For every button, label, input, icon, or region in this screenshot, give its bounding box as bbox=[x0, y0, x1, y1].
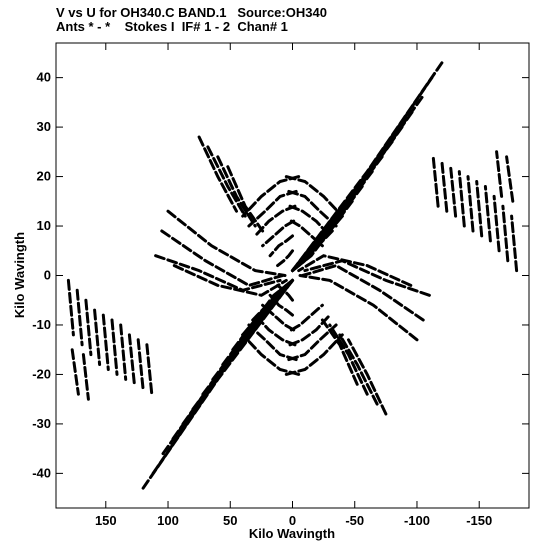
uv-track-29 bbox=[110, 318, 119, 376]
y-tick-label: -10 bbox=[32, 317, 51, 332]
uv-track-33 bbox=[145, 343, 154, 396]
uv-track-49 bbox=[160, 229, 284, 288]
y-tick-label: -20 bbox=[32, 366, 51, 381]
uv-track-27 bbox=[93, 308, 102, 366]
uv-track-61 bbox=[276, 249, 294, 268]
x-axis-title: Kilo Wavingth bbox=[249, 526, 335, 541]
uv-track-74 bbox=[268, 293, 294, 317]
uv-track-51 bbox=[172, 264, 288, 297]
uv-track-55 bbox=[297, 254, 413, 287]
uv-track-60 bbox=[268, 234, 294, 258]
uv-track-35 bbox=[81, 353, 90, 401]
uv-track-65 bbox=[289, 219, 324, 248]
uv-track-39 bbox=[483, 185, 492, 243]
uv-track-82 bbox=[328, 323, 369, 396]
uv-track-44 bbox=[440, 160, 449, 213]
uv-track-75 bbox=[276, 283, 294, 302]
uv-track-66 bbox=[284, 333, 344, 376]
uv-track-28 bbox=[101, 313, 110, 371]
uv-track-73 bbox=[261, 303, 296, 332]
y-tick-label: 20 bbox=[37, 169, 51, 184]
uv-track-63 bbox=[287, 189, 338, 228]
uv-track-79 bbox=[226, 165, 265, 233]
x-tick-label: 0 bbox=[289, 513, 296, 528]
uv-track-48 bbox=[154, 254, 282, 292]
uv-track-53 bbox=[301, 263, 425, 322]
x-tick-label: 50 bbox=[223, 513, 237, 528]
chart-title-line1: V vs U for OH340.C BAND.1 Source:OH340 bbox=[56, 5, 327, 20]
uv-track-11 bbox=[291, 229, 334, 273]
uv-track-26 bbox=[84, 298, 93, 357]
x-tick-label: -150 bbox=[466, 513, 492, 528]
x-axis-ticks: 150 100 50 0 -50 -100 -150 bbox=[95, 43, 492, 528]
y-tick-label: -30 bbox=[32, 416, 51, 431]
uv-track-37 bbox=[501, 204, 510, 263]
uv-track-57 bbox=[247, 189, 298, 228]
y-tick-label: 10 bbox=[37, 218, 51, 233]
uv-track-45 bbox=[431, 155, 440, 208]
uv-track-1 bbox=[291, 76, 434, 273]
uv-track-41 bbox=[466, 175, 475, 233]
chart-title-line2: Ants * - * Stokes I IF# 1 - 2 Chan# 1 bbox=[56, 19, 288, 34]
uv-track-24 bbox=[66, 278, 75, 337]
uv-track-71 bbox=[247, 323, 298, 362]
uv-track-67 bbox=[287, 323, 338, 362]
uv-track-36 bbox=[510, 214, 519, 273]
uv-track-78 bbox=[216, 155, 257, 228]
y-tick-label: -40 bbox=[32, 465, 51, 480]
uv-track-50 bbox=[166, 209, 287, 277]
uv-tracks bbox=[66, 61, 519, 490]
uv-track-42 bbox=[457, 170, 466, 228]
y-tick-label: 0 bbox=[44, 268, 51, 283]
uv-track-40 bbox=[475, 180, 484, 238]
x-tick-label: -50 bbox=[345, 513, 364, 528]
uv-track-81 bbox=[338, 333, 379, 406]
uv-track-77 bbox=[206, 145, 247, 218]
uv-track-72 bbox=[253, 313, 297, 347]
y-tick-label: 40 bbox=[37, 70, 51, 85]
uv-track-31 bbox=[127, 333, 136, 386]
uv-track-80 bbox=[347, 338, 388, 416]
x-tick-label: -100 bbox=[404, 513, 430, 528]
uv-track-64 bbox=[288, 204, 332, 238]
uv-track-70 bbox=[241, 333, 301, 376]
uv-track-46 bbox=[505, 155, 515, 203]
uv-track-76 bbox=[197, 135, 238, 213]
uv-track-43 bbox=[449, 165, 458, 218]
uv-track-23 bbox=[251, 278, 294, 322]
uv-track-34 bbox=[70, 348, 80, 396]
uv-track-30 bbox=[119, 323, 128, 381]
uv-track-59 bbox=[261, 219, 296, 248]
uv-track-13 bbox=[151, 278, 294, 475]
x-tick-label: 150 bbox=[95, 513, 117, 528]
uv-track-25 bbox=[75, 288, 84, 347]
uv-track-38 bbox=[492, 194, 501, 253]
uv-track-54 bbox=[298, 274, 419, 342]
uv-track-47 bbox=[495, 150, 504, 198]
y-tick-label: 30 bbox=[37, 119, 51, 134]
x-tick-label: 100 bbox=[157, 513, 179, 528]
uv-track-83 bbox=[320, 318, 359, 386]
uv-track-62 bbox=[284, 175, 344, 218]
uv-track-69 bbox=[289, 303, 324, 332]
uv-track-52 bbox=[303, 259, 431, 297]
plot-frame bbox=[55, 42, 530, 509]
y-axis-ticks: 40 30 20 10 0 -10 -20 -30 -40 bbox=[32, 70, 529, 480]
uv-track-56 bbox=[241, 175, 301, 218]
y-axis-title: Kilo Wavingth bbox=[12, 232, 27, 318]
uv-track-32 bbox=[136, 338, 145, 391]
